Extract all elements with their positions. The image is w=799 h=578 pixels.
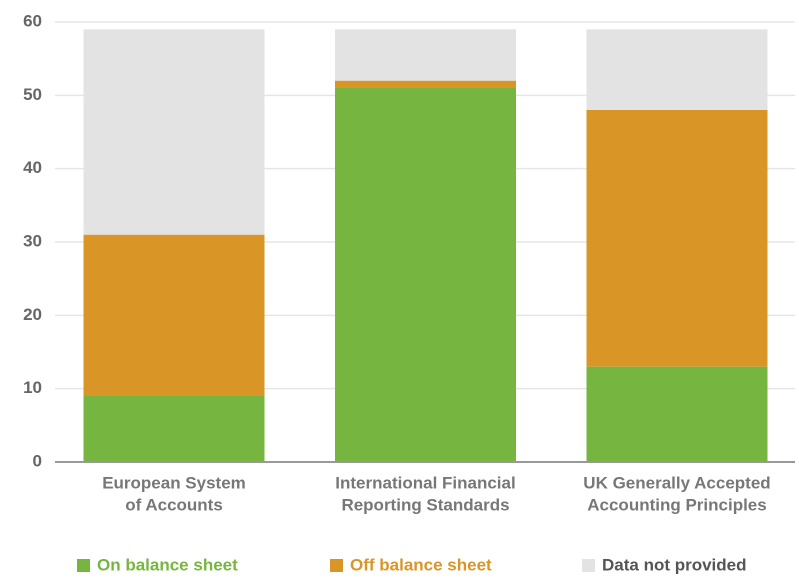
x-tick-label: International Financial bbox=[335, 473, 515, 492]
x-tick-label: of Accounts bbox=[125, 495, 223, 514]
y-tick-label: 40 bbox=[23, 158, 42, 177]
bar-segment bbox=[335, 80, 516, 88]
bar-segment bbox=[83, 29, 265, 235]
legend-label: Data not provided bbox=[602, 555, 747, 574]
x-tick-label: UK Generally Accepted bbox=[583, 473, 770, 492]
legend-swatch bbox=[77, 559, 90, 572]
bar-segment bbox=[83, 396, 265, 462]
bar-segment bbox=[335, 88, 516, 462]
bar-segment bbox=[586, 29, 768, 110]
y-tick-label: 0 bbox=[33, 451, 42, 470]
y-tick-label: 60 bbox=[23, 11, 42, 30]
x-tick-label: European System bbox=[102, 473, 246, 492]
bar-segment bbox=[83, 234, 265, 396]
y-tick-label: 50 bbox=[23, 85, 42, 104]
legend-swatch bbox=[582, 559, 595, 572]
y-tick-label: 10 bbox=[23, 378, 42, 397]
legend-label: Off balance sheet bbox=[350, 555, 492, 574]
bar-segment bbox=[335, 29, 516, 81]
legend-swatch bbox=[330, 559, 343, 572]
bar-segment bbox=[586, 366, 768, 462]
x-tick-label: Accounting Principles bbox=[587, 495, 766, 514]
y-tick-label: 30 bbox=[23, 231, 42, 250]
legend-label: On balance sheet bbox=[97, 555, 238, 574]
x-tick-label: Reporting Standards bbox=[341, 495, 509, 514]
y-tick-label: 20 bbox=[23, 305, 42, 324]
bar-segment bbox=[586, 110, 768, 367]
